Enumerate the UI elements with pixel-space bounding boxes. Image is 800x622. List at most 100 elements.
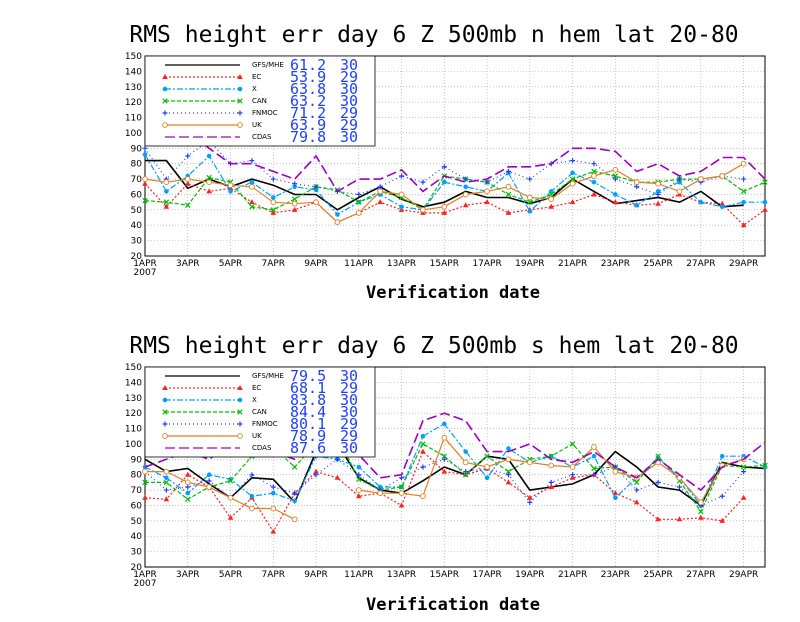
series-can (142, 168, 768, 213)
x-tick-label: 13APR (387, 570, 416, 580)
x-tick-label: 9APR (304, 570, 328, 580)
legend-mean: 71.2 (290, 104, 326, 122)
data-point (527, 199, 533, 205)
data-point (163, 479, 170, 486)
data-point (463, 469, 469, 475)
data-point (163, 203, 170, 209)
data-point (162, 385, 168, 390)
series-line (144, 112, 766, 193)
data-point (206, 472, 212, 477)
series-ec (142, 180, 768, 228)
data-point (420, 206, 426, 213)
data-point (762, 206, 768, 212)
data-point (441, 434, 448, 441)
chart-panel-1: RMS height err day 6 Z 500mb n hem lat 2… (125, 22, 768, 303)
data-point (237, 110, 243, 116)
data-point (142, 145, 148, 151)
data-point (505, 191, 512, 198)
data-point (740, 160, 747, 167)
data-point (762, 199, 768, 205)
data-point (676, 516, 683, 522)
y-tick-label: 110 (125, 114, 142, 124)
legend-name: UK (252, 432, 262, 440)
data-point (377, 490, 384, 497)
data-point (162, 433, 168, 439)
legend-count: 30 (340, 439, 358, 457)
data-point (377, 184, 383, 190)
data-point (163, 199, 170, 205)
x-tick-label: 21APR (558, 570, 587, 580)
data-point (741, 469, 747, 475)
data-point (398, 490, 405, 497)
data-point (237, 385, 243, 390)
data-point (270, 490, 276, 496)
data-point (655, 180, 661, 187)
data-point (441, 203, 448, 210)
data-point (237, 122, 243, 128)
chart-title: RMS height err day 6 Z 500mb s hem lat 2… (129, 333, 738, 359)
x-tick-label: 27APR (686, 259, 715, 269)
data-point (291, 516, 298, 523)
legend-count: 29 (340, 379, 358, 397)
data-point (142, 494, 148, 500)
x-tick-label: 23APR (601, 570, 630, 580)
x-tick-label: 1APR (133, 570, 157, 580)
data-point (228, 189, 233, 194)
data-point (162, 421, 168, 427)
y-tick-label: 80 (131, 160, 143, 170)
data-point (741, 176, 747, 182)
data-point (249, 472, 255, 478)
x-tick-label: 29APR (729, 570, 758, 580)
data-point (227, 514, 234, 520)
data-point (719, 517, 726, 523)
data-point (442, 421, 447, 427)
series-line (144, 442, 766, 507)
data-point (206, 478, 212, 484)
data-point (184, 180, 191, 186)
legend-name: EC (252, 73, 261, 81)
legend-name: CAN (252, 97, 267, 105)
data-point (249, 158, 255, 164)
legend-mean: 68.1 (290, 379, 326, 397)
data-point (185, 202, 191, 208)
x-tick-label: 1APR (133, 259, 157, 269)
data-point (441, 209, 448, 215)
data-point (569, 180, 576, 187)
data-point (463, 184, 468, 190)
data-point (185, 490, 191, 496)
series-uk (142, 160, 747, 226)
data-point (698, 199, 704, 205)
data-point (548, 484, 555, 489)
x-tick-label: 21APR (558, 259, 587, 269)
data-point (527, 494, 533, 500)
legend: GFS/MHE 61.2 30 EC 53.9 29 X 63.8 30 CAN 63.2 30 FNM… (144, 55, 376, 147)
data-point (162, 86, 168, 92)
data-point (270, 528, 277, 534)
data-point (270, 199, 277, 206)
data-point (569, 474, 576, 480)
data-point (612, 176, 618, 182)
data-point (634, 487, 640, 493)
data-point (463, 449, 468, 454)
data-point (484, 464, 490, 470)
y-tick-label: 90 (131, 455, 143, 465)
data-point (356, 199, 362, 205)
data-point (270, 195, 276, 200)
data-point (569, 176, 576, 182)
legend-name: CAN (252, 408, 267, 416)
data-point (335, 212, 340, 217)
data-point (270, 207, 277, 213)
data-point (162, 110, 168, 116)
data-point (292, 184, 297, 190)
data-point (142, 176, 148, 182)
y-tick-label: 70 (131, 486, 143, 496)
x-year-label: 2007 (134, 579, 157, 589)
data-point (291, 206, 298, 212)
data-point (633, 179, 640, 186)
y-tick-label: 20 (131, 252, 143, 262)
data-point (249, 199, 255, 205)
data-point (377, 188, 384, 195)
data-point (484, 179, 490, 185)
legend-count: 29 (340, 116, 358, 134)
